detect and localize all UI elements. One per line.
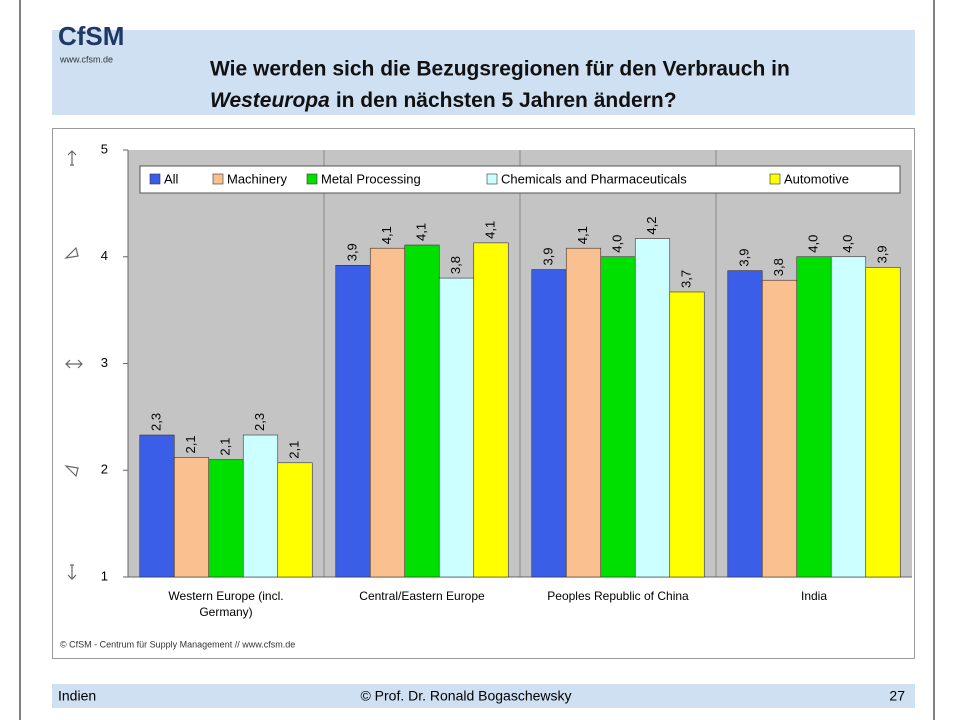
legend-swatch [149,173,161,185]
legend-swatch [212,173,224,185]
bar [600,256,636,578]
value-label: 3,9 [344,243,359,261]
bar [369,247,406,578]
value-label: 4,2 [644,217,659,235]
value-label: 2,1 [286,441,301,459]
value-label: 3,8 [771,258,786,276]
value-label: 4,1 [482,221,497,239]
value-label: 3,7 [678,270,693,288]
value-label: 4,1 [379,226,394,244]
value-label: 4,0 [609,235,624,253]
bar [173,457,210,578]
y-tick-label: 2 [101,462,108,477]
value-label: 3,9 [736,249,751,267]
bar [438,277,475,578]
title-line: Westeuropa in den nächsten 5 Jahren änder… [210,89,677,112]
bar [277,462,313,578]
x-tick-label: Central/Eastern Europe [359,589,485,603]
bar [242,434,279,578]
x-tick-label: Peoples Republic of China [547,589,689,603]
legend-label: Chemicals and Pharmaceuticals [501,171,687,186]
value-label: 2,1 [217,437,232,455]
footer-band [52,684,915,708]
x-tick-label: India [800,589,828,603]
value-label: 2,3 [148,413,163,431]
y-tick-label: 3 [101,355,108,370]
bar [531,269,567,578]
bar [335,264,371,578]
y-tick-label: 5 [101,141,108,156]
bar [139,434,175,578]
value-label: 2,1 [183,435,198,453]
value-label: 4,0 [805,235,820,253]
bar [208,459,244,578]
value-label: 4,1 [413,223,428,241]
x-tick-label: Western Europe (incl. Germany) [168,589,284,619]
title-line: Wie werden sich die Bezugsregionen für d… [210,58,790,81]
legend-swatch [486,173,498,185]
footer-left: Indien [58,688,96,704]
value-label: 2,3 [252,413,267,431]
bar [565,247,602,578]
legend-label: Machinery [227,171,287,186]
bar [473,242,509,578]
bar [634,238,671,578]
legend-label: Automotive [784,171,849,186]
bar [404,244,440,578]
source: © CfSM - Centrum für Supply Management /… [60,639,295,649]
bar [865,267,901,578]
logo: CfSM [58,21,124,51]
value-label: 4,0 [840,235,855,253]
bar [761,279,798,578]
legend-label: All [164,171,179,186]
title-part: in den nächsten 5 Jahren ändern? [336,89,677,112]
value-label: 3,9 [540,247,555,265]
legend-swatch [769,173,781,185]
header-band [52,30,915,115]
url: www.cfsm.de [59,54,113,64]
bar [727,270,763,578]
bar [796,256,832,578]
y-tick-label: 1 [101,568,108,583]
trend-icons [64,150,83,580]
title-part: Westeuropa [210,89,330,112]
legend-swatch [306,173,318,185]
page-number: 27 [889,688,905,704]
value-label: 4,1 [575,226,590,244]
legend-label: Metal Processing [321,171,421,186]
bar [669,291,705,578]
value-label: 3,8 [448,256,463,274]
bar [830,256,867,578]
value-label: 3,9 [874,245,889,263]
y-tick-label: 4 [101,248,108,263]
footer-center: © Prof. Dr. Ronald Bogaschewsky [360,688,571,704]
